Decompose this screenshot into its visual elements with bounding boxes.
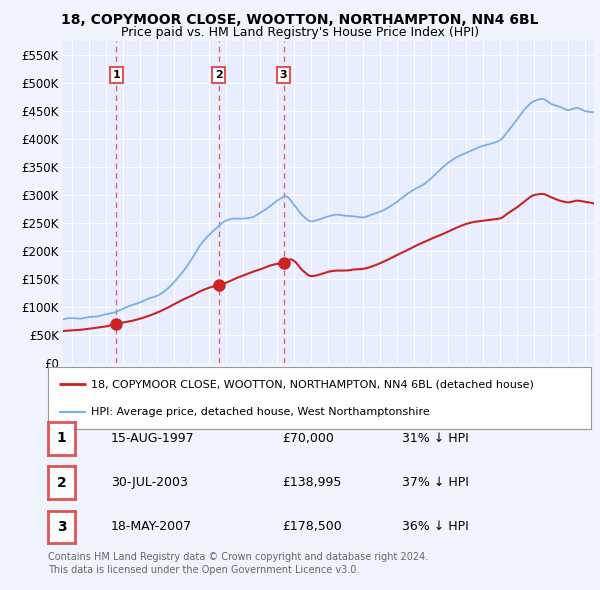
Text: HPI: Average price, detached house, West Northamptonshire: HPI: Average price, detached house, West…	[91, 407, 430, 417]
Text: 31% ↓ HPI: 31% ↓ HPI	[402, 432, 469, 445]
Text: 18, COPYMOOR CLOSE, WOOTTON, NORTHAMPTON, NN4 6BL: 18, COPYMOOR CLOSE, WOOTTON, NORTHAMPTON…	[61, 13, 539, 27]
Text: 37% ↓ HPI: 37% ↓ HPI	[402, 476, 469, 489]
Text: 3: 3	[280, 70, 287, 80]
Text: £138,995: £138,995	[282, 476, 341, 489]
Text: 1: 1	[56, 431, 67, 445]
Text: 30-JUL-2003: 30-JUL-2003	[111, 476, 188, 489]
Text: Price paid vs. HM Land Registry's House Price Index (HPI): Price paid vs. HM Land Registry's House …	[121, 26, 479, 39]
Text: £70,000: £70,000	[282, 432, 334, 445]
Text: Contains HM Land Registry data © Crown copyright and database right 2024.: Contains HM Land Registry data © Crown c…	[48, 552, 428, 562]
Text: This data is licensed under the Open Government Licence v3.0.: This data is licensed under the Open Gov…	[48, 565, 359, 575]
Text: 36% ↓ HPI: 36% ↓ HPI	[402, 520, 469, 533]
Text: 2: 2	[56, 476, 67, 490]
Text: 3: 3	[56, 520, 67, 534]
Text: £178,500: £178,500	[282, 520, 342, 533]
Text: 18, COPYMOOR CLOSE, WOOTTON, NORTHAMPTON, NN4 6BL (detached house): 18, COPYMOOR CLOSE, WOOTTON, NORTHAMPTON…	[91, 379, 535, 389]
Text: 1: 1	[113, 70, 121, 80]
Text: 18-MAY-2007: 18-MAY-2007	[111, 520, 192, 533]
Text: 2: 2	[215, 70, 223, 80]
Text: 15-AUG-1997: 15-AUG-1997	[111, 432, 194, 445]
